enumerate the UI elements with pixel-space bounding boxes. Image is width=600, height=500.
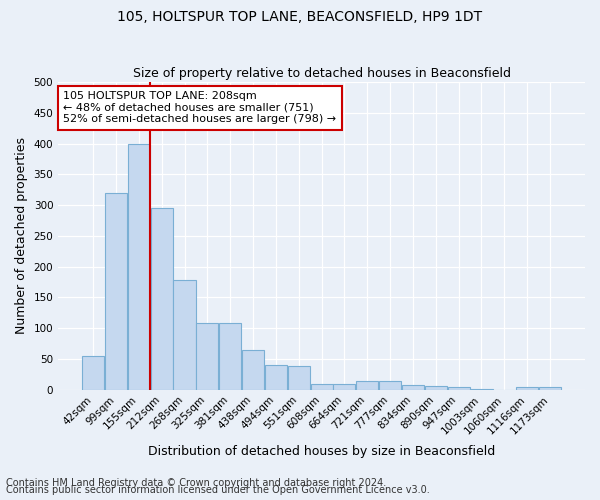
Bar [287, 366, 310, 390]
Bar [105, 193, 127, 390]
Bar [356, 380, 379, 390]
Bar [334, 384, 355, 390]
Bar [219, 324, 241, 390]
Y-axis label: Number of detached properties: Number of detached properties [15, 138, 28, 334]
Bar [196, 324, 218, 390]
Bar [425, 386, 447, 390]
Text: 105, HOLTSPUR TOP LANE, BEACONSFIELD, HP9 1DT: 105, HOLTSPUR TOP LANE, BEACONSFIELD, HP… [118, 10, 482, 24]
Bar [448, 388, 470, 390]
Bar [470, 388, 493, 390]
Bar [539, 386, 561, 390]
Bar [516, 386, 538, 390]
X-axis label: Distribution of detached houses by size in Beaconsfield: Distribution of detached houses by size … [148, 444, 495, 458]
Bar [128, 144, 150, 390]
Bar [82, 356, 104, 390]
Bar [311, 384, 332, 390]
Bar [151, 208, 173, 390]
Title: Size of property relative to detached houses in Beaconsfield: Size of property relative to detached ho… [133, 66, 511, 80]
Bar [242, 350, 264, 390]
Bar [265, 365, 287, 390]
Bar [402, 385, 424, 390]
Bar [173, 280, 196, 390]
Text: 105 HOLTSPUR TOP LANE: 208sqm
← 48% of detached houses are smaller (751)
52% of : 105 HOLTSPUR TOP LANE: 208sqm ← 48% of d… [64, 92, 337, 124]
Text: Contains public sector information licensed under the Open Government Licence v3: Contains public sector information licen… [6, 485, 430, 495]
Bar [379, 380, 401, 390]
Text: Contains HM Land Registry data © Crown copyright and database right 2024.: Contains HM Land Registry data © Crown c… [6, 478, 386, 488]
